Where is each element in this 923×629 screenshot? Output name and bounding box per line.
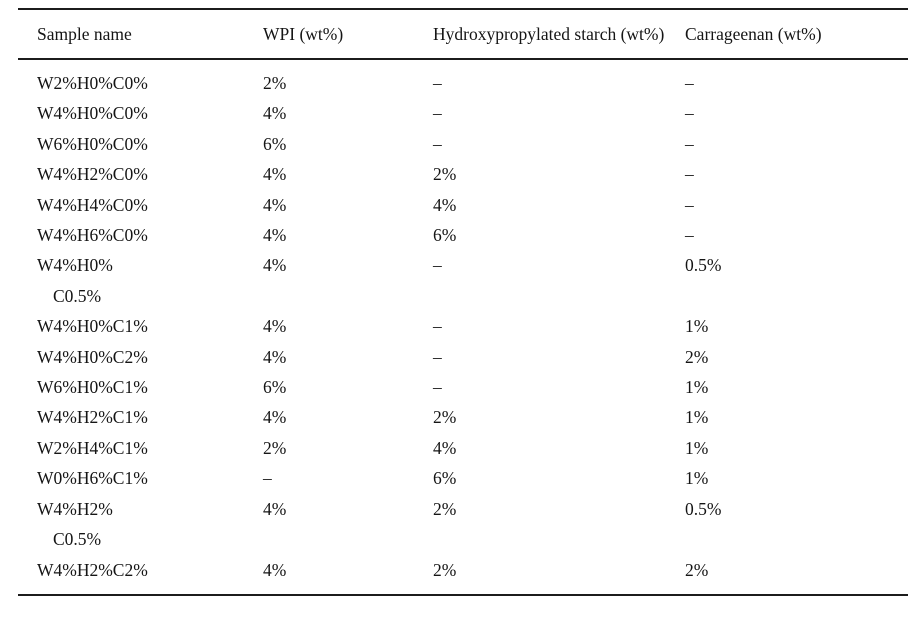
table-cell: 2% (433, 164, 457, 185)
table-cell: 0.5% (685, 498, 722, 519)
table-row: W4%H0%C2% 4% – 2% (18, 342, 908, 372)
table-cell: – (685, 103, 694, 124)
table-cell: 2% (433, 498, 457, 519)
table-cell: 4% (263, 164, 287, 185)
table-cell: 4% (263, 498, 287, 519)
table-cell: 6% (263, 133, 287, 154)
table-cell: 4% (433, 437, 457, 458)
sample-composition-table: Sample name WPI (wt%) Hydroxypropylated … (18, 8, 908, 596)
table-cell: W2%H4%C1% (37, 437, 148, 458)
table-cell: 6% (433, 468, 457, 489)
table-cell: – (685, 225, 694, 246)
table-cell: W4%H6%C0% (37, 225, 148, 246)
table-cell: – (433, 73, 442, 93)
column-header-wpi: WPI (wt%) (263, 24, 344, 44)
table-row: W4%H0% C0.5% 4% – 0.5% (18, 250, 908, 311)
paper-table-container: Sample name WPI (wt%) Hydroxypropylated … (18, 8, 908, 596)
table-cell: W4%H2%C1% (37, 407, 148, 428)
table-cell: 0.5% (685, 255, 722, 276)
table-cell: – (685, 164, 694, 185)
table-cell: W4%H0%C1% (37, 316, 148, 337)
table-cell: – (685, 194, 694, 215)
table-row: W4%H2% C0.5% 4% 2% 0.5% (18, 494, 908, 555)
table-row: W2%H0%C0% 2% – – (18, 59, 908, 98)
table-row: W2%H4%C1% 2% 4% 1% (18, 433, 908, 463)
table-cell: W4%H0%C2% (37, 346, 148, 367)
table-cell: 6% (433, 225, 457, 246)
table-row: W0%H6%C1% – 6% 1% (18, 463, 908, 493)
table-cell: W4%H4%C0% (37, 194, 148, 215)
table-cell: – (263, 468, 272, 489)
table-cell: W6%H0%C0% (37, 133, 148, 154)
table-cell: – (433, 103, 442, 124)
table-cell: 1% (685, 407, 709, 428)
table-cell: 6% (263, 377, 287, 398)
table-cell: 4% (263, 559, 287, 580)
table-cell: W4%H2%C0% (37, 164, 148, 185)
table-cell: W0%H6%C1% (37, 468, 148, 489)
column-header-sample-name: Sample name (37, 24, 132, 44)
table-header: Sample name WPI (wt%) Hydroxypropylated … (18, 9, 908, 59)
table-cell: 4% (263, 255, 287, 276)
table-cell: 2% (263, 73, 287, 93)
table-cell: – (433, 255, 442, 276)
table-cell: 1% (685, 377, 709, 398)
table-cell: W4%H2% C0.5% (18, 494, 263, 555)
table-cell: 4% (263, 346, 287, 367)
table-row: W6%H0%C1% 6% – 1% (18, 372, 908, 402)
table-cell: – (433, 377, 442, 398)
table-cell: 1% (685, 468, 709, 489)
table-row: W4%H6%C0% 4% 6% – (18, 220, 908, 250)
table-cell: W4%H2%C2% (37, 559, 148, 580)
table-row: W4%H2%C1% 4% 2% 1% (18, 402, 908, 432)
header-row: Sample name WPI (wt%) Hydroxypropylated … (18, 9, 908, 59)
table-cell: 2% (685, 559, 709, 580)
table-cell: 4% (263, 316, 287, 337)
table-cell: – (433, 346, 442, 367)
table-cell: – (685, 73, 694, 93)
table-cell: 4% (263, 103, 287, 124)
table-cell: 4% (263, 194, 287, 215)
table-cell: – (433, 133, 442, 154)
table-cell: 2% (433, 407, 457, 428)
table-body: W2%H0%C0% 2% – – W4%H0%C0% 4% – – W6%H0%C0% 6% – – W… (18, 59, 908, 595)
sample-name-line2: C0.5% (53, 285, 102, 306)
table-cell: W4%H0% C0.5% (18, 250, 263, 311)
sample-name-line1: W4%H2% (37, 498, 113, 519)
table-cell: – (685, 133, 694, 154)
table-cell: 4% (263, 225, 287, 246)
table-cell: W4%H0%C0% (37, 103, 148, 124)
table-row: W4%H4%C0% 4% 4% – (18, 190, 908, 220)
table-cell: 1% (685, 437, 709, 458)
table-cell: – (433, 316, 442, 337)
table-cell: 2% (685, 346, 709, 367)
table-cell: 2% (433, 559, 457, 580)
table-row: W4%H2%C2% 4% 2% 2% (18, 555, 908, 595)
table-row: W6%H0%C0% 6% – – (18, 129, 908, 159)
table-cell: 4% (263, 407, 287, 428)
sample-name-line2: C0.5% (53, 529, 102, 550)
table-cell: W2%H0%C0% (37, 73, 148, 93)
table-row: W4%H0%C1% 4% – 1% (18, 311, 908, 341)
table-row: W4%H2%C0% 4% 2% – (18, 159, 908, 189)
sample-name-line1: W4%H0% (37, 255, 113, 276)
table-cell: W6%H0%C1% (37, 377, 148, 398)
column-header-carrageenan: Carrageenan (wt%) (685, 24, 822, 44)
table-cell: 4% (433, 194, 457, 215)
table-cell: 2% (263, 437, 287, 458)
table-row: W4%H0%C0% 4% – – (18, 98, 908, 128)
table-cell: 1% (685, 316, 709, 337)
column-header-hydroxypropylated-starch: Hydroxypropylated starch (wt%) (433, 24, 665, 44)
